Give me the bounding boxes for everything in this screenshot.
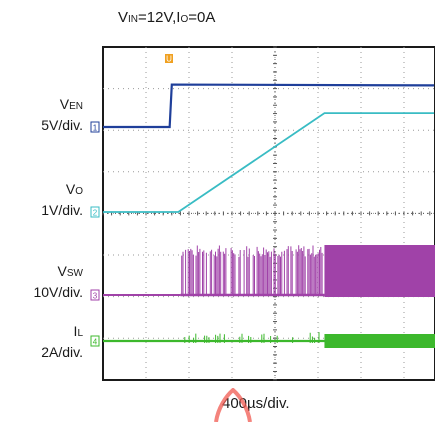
trace-il-ripple — [184, 332, 320, 343]
channel-marker-en — [90, 121, 100, 133]
chart-title: VIN=12V,IO=0A — [118, 9, 216, 26]
channel-marker-text-en: 1 — [93, 124, 98, 133]
channel-name-vo: VO — [65, 181, 83, 197]
channel-scale-vsw: 10V/div. — [33, 284, 83, 300]
traces — [103, 83, 435, 348]
channel-marker-text-il: 4 — [93, 338, 98, 347]
channel-scale-ven: 5V/div. — [41, 117, 83, 133]
channel-scale-il: 2A/div. — [41, 344, 83, 360]
watermark-logo — [214, 388, 252, 422]
channel-label-vo: VO 1V/div. — [41, 180, 83, 219]
channel-marker-text-vo: 2 — [93, 209, 98, 218]
channel-label-ven: VEN 5V/div. — [41, 95, 83, 134]
trigger-marker-box — [165, 54, 173, 63]
channel-name-ven: VEN — [59, 96, 83, 112]
channel-name-vsw: VSW — [57, 263, 83, 279]
channel-marker-vo — [90, 206, 100, 218]
channel-markers: 1 2 3 4 — [90, 121, 100, 347]
trace-il-steady — [324, 334, 435, 348]
channel-marker-il — [90, 335, 100, 347]
trigger-marker-text: U — [166, 55, 172, 64]
trace-vsw-switching — [181, 245, 323, 295]
channel-label-il: IL 2A/div. — [41, 322, 83, 361]
channel-marker-vsw — [90, 289, 100, 301]
trace-ven — [103, 83, 435, 129]
trigger-marker: U — [165, 54, 173, 64]
trace-vsw-steady — [324, 245, 435, 297]
trace-vo — [103, 112, 435, 213]
channel-scale-vo: 1V/div. — [41, 202, 83, 218]
channel-label-vsw: VSW 10V/div. — [33, 262, 83, 301]
channel-marker-text-vsw: 3 — [93, 292, 98, 301]
channel-name-il: IL — [73, 323, 83, 339]
